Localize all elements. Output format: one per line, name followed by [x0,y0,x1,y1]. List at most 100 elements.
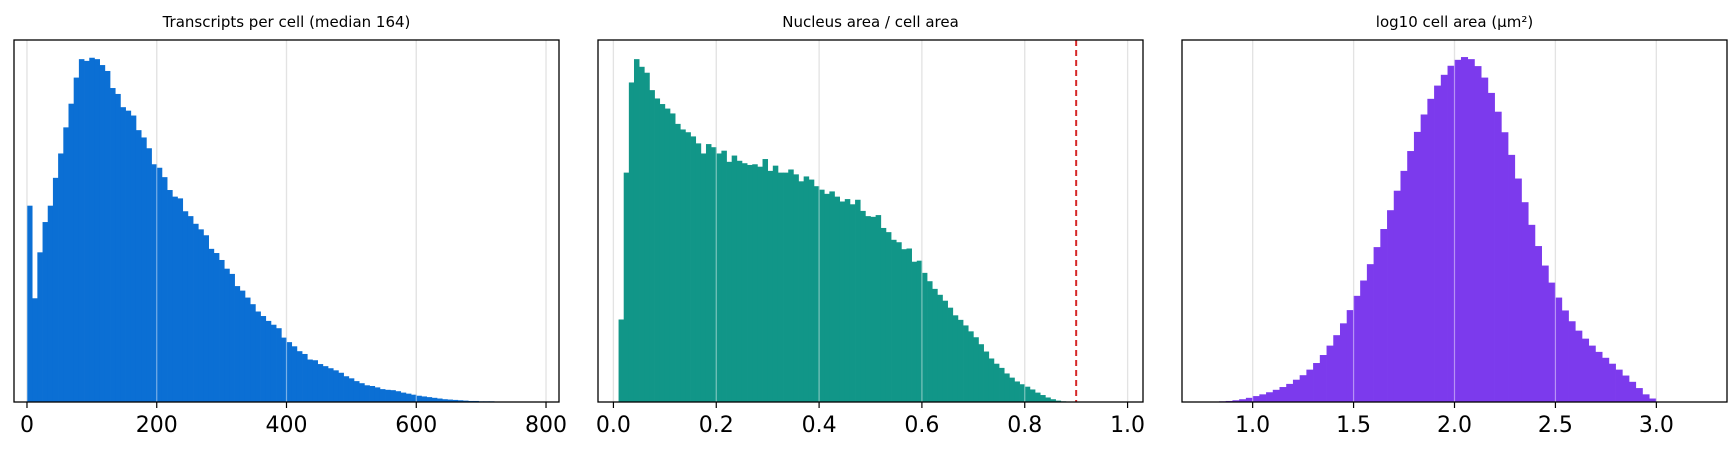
histogram-bar [343,376,350,402]
histogram-bar [1040,395,1046,402]
x-tick-label: 0 [20,413,34,438]
histogram-bar [891,239,897,402]
histogram-bar [1447,65,1455,402]
histogram-bar [286,342,293,402]
histogram-bar [172,196,178,402]
x-tick-label: 1.0 [1110,413,1145,438]
histogram-bar [1319,355,1327,402]
histogram-bar [1622,375,1630,402]
histogram-bar [104,70,111,402]
histogram-bar [1420,114,1428,402]
x-tick-label: 0.0 [596,413,631,438]
histogram-bar [395,391,402,402]
histogram-bar [747,164,753,402]
histogram-bar [270,324,277,402]
histogram-bar [860,210,866,402]
histogram-bar [68,103,75,403]
histogram-bar [281,337,287,402]
histogram-bar [1333,335,1341,402]
histogram-bar [37,252,43,402]
histogram-bar [1581,338,1590,402]
histogram-bar [644,72,650,402]
histogram-bar [829,191,835,402]
histogram-bar [916,260,923,402]
histogram-bar [1595,351,1603,402]
histogram-bar [855,199,861,402]
histogram-bar [695,143,702,402]
histogram-bar [1055,400,1062,402]
histogram-bar [317,364,324,402]
histogram-bar [73,77,80,402]
histogram-bar [680,129,686,403]
x-tick-label: 1.5 [1336,413,1371,438]
histogram-bar [834,196,841,402]
histogram-bar [1629,381,1637,402]
histogram-bar [296,351,303,402]
histogram-bar [1400,170,1408,402]
histogram-bar [1649,398,1657,402]
histogram-bar [726,161,733,402]
histogram-bar [265,320,272,402]
panel-title: log10 cell area (μm²) [1376,13,1533,31]
histogram-bar [628,82,635,402]
histogram-bar [1407,151,1415,402]
histogram-bar [839,201,846,402]
histogram-bar [452,399,459,402]
histogram-bar [457,400,464,402]
histogram-bar [911,261,918,402]
histogram-bar [1019,384,1026,402]
histogram-bar [988,358,995,402]
histogram-bar [1615,369,1623,402]
x-tick-label: 400 [266,413,308,438]
histogram-bar [84,60,90,403]
histogram-bar [229,273,235,402]
histogram-bar [993,363,1000,402]
histogram-bar [942,300,948,402]
histogram-bar [333,370,339,402]
histogram-bar [462,400,469,402]
histogram-bar [89,57,95,402]
histogram-bar [276,328,282,402]
histogram-bar [63,127,69,402]
histogram-bar [359,383,365,402]
histogram-bar [234,286,241,402]
histogram-bar [685,132,691,402]
histogram-bar [1004,373,1010,402]
histogram-bar [1286,383,1294,402]
histogram-bar [239,290,246,402]
panel-title: Nucleus area / cell area [782,13,959,31]
histogram-bar [250,304,256,402]
histogram-bar [390,390,396,402]
histogram-bar [999,367,1005,402]
histogram-bar [1387,210,1395,402]
histogram-bar [1393,190,1401,402]
histogram-bar [405,393,412,402]
histogram-bar [1279,387,1287,402]
histogram-bar [125,110,132,403]
histogram-bar [1245,397,1253,402]
histogram-bar [932,288,938,402]
histogram-bar [705,144,712,402]
histogram-bar [690,136,697,403]
histogram-bar [783,172,789,402]
histogram-bar [213,253,220,402]
histogram-bar [437,398,443,402]
histogram-bar [1239,399,1247,402]
histogram-bar [675,123,681,402]
histogram-bar [659,104,666,403]
histogram-bar [921,272,928,402]
histogram-bar [1474,66,1482,402]
histogram-bar [1561,310,1569,402]
histogram-bar [431,397,438,402]
histogram-bar [328,368,334,402]
histogram-bar [135,130,142,402]
histogram-bar [844,199,851,402]
histogram-bar [348,378,355,402]
histogram-bar [1575,330,1583,402]
histogram-bar [219,259,225,402]
axes-frame [597,39,1144,403]
histogram-bar [1373,247,1381,402]
panel-title: Transcripts per cell (median 164) [162,13,411,31]
histogram-bar [767,170,774,402]
